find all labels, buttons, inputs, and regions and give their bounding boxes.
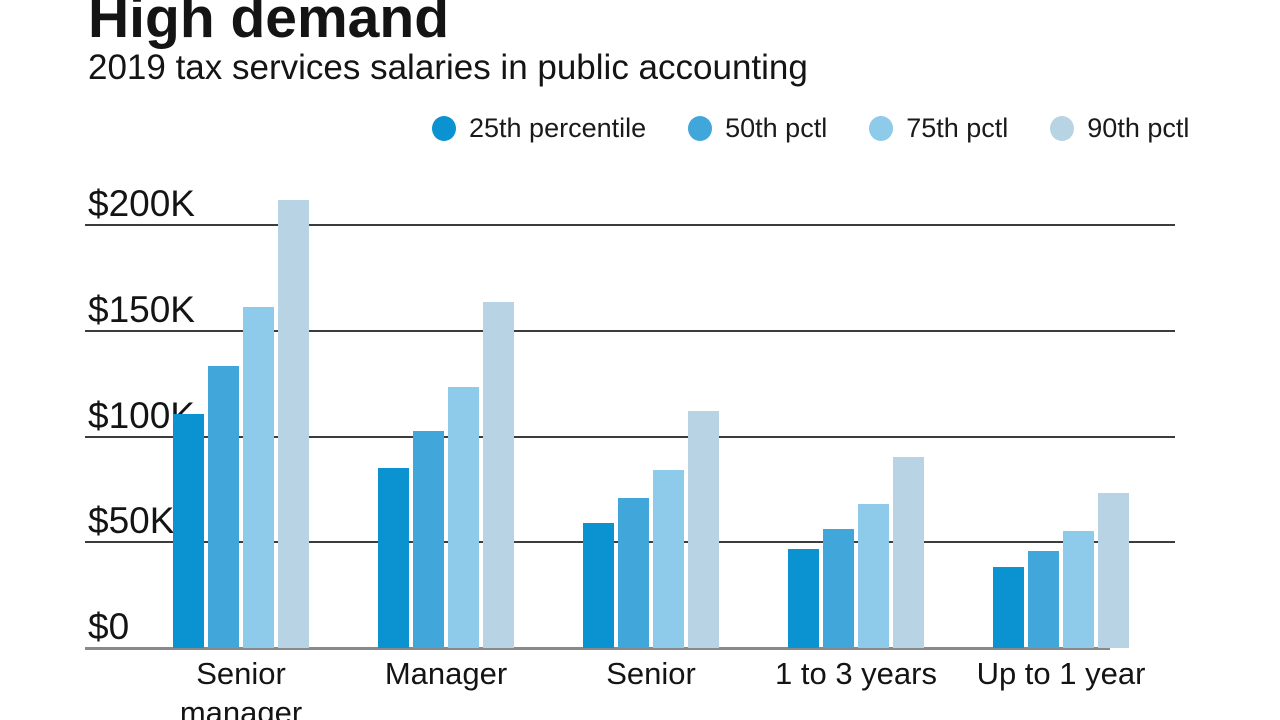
x-axis-line [85,647,1110,650]
x-category-label: Manager [384,656,508,691]
bar-50th-3 [823,529,854,648]
bar-90th-4 [1098,493,1129,648]
bar-25th-0 [173,414,204,648]
bar-90th-0 [278,200,309,648]
legend-label: 25th percentile [469,113,647,143]
y-tick-label: $150K [88,288,195,330]
bar-25th-2 [583,523,614,648]
legend-item-25th: 25th percentile [432,113,646,144]
bar-50th-1 [413,431,444,648]
bar-25th-3 [788,549,819,648]
x-category-label: 1 to 3 years [775,656,937,691]
bar-75th-1 [448,387,479,648]
bar-25th-4 [993,567,1024,648]
legend: 25th percentile 50th pctl 75th pctl 90th… [432,113,1189,144]
legend-swatch [688,116,713,141]
bar-90th-1 [483,302,514,648]
bar-50th-4 [1028,551,1059,648]
legend-swatch [1050,116,1075,141]
bar-90th-2 [688,411,719,648]
legend-label: 90th pctl [1087,113,1190,143]
gridline [85,435,1175,438]
bar-75th-3 [858,504,889,648]
y-tick-label: $200K [88,183,195,224]
x-category-label: Up to 1 year [976,656,1146,691]
bar-50th-0 [208,366,239,648]
legend-item-90th: 90th pctl [1050,113,1189,144]
legend-item-50th: 50th pctl [688,113,827,144]
bar-75th-2 [653,470,684,648]
bar-90th-3 [893,457,924,648]
bar-25th-1 [378,468,409,648]
legend-swatch [432,116,456,141]
legend-label: 50th pctl [725,113,828,143]
gridline [85,224,1175,226]
y-tick-label: $0 [88,606,130,647]
chart-title: High demand [88,0,450,50]
legend-swatch [869,116,894,141]
bar-50th-2 [618,498,649,648]
legend-item-75th: 75th pctl [869,113,1008,144]
x-category-label: Senior [606,656,696,691]
bar-75th-4 [1063,531,1094,648]
gridline [85,329,1175,332]
bar-75th-0 [243,307,274,648]
x-category-label: Senior manager [179,656,303,720]
legend-label: 75th pctl [906,113,1009,143]
chart-subtitle: 2019 tax services salaries in public acc… [88,48,808,87]
y-tick-label: $50K [88,500,175,542]
